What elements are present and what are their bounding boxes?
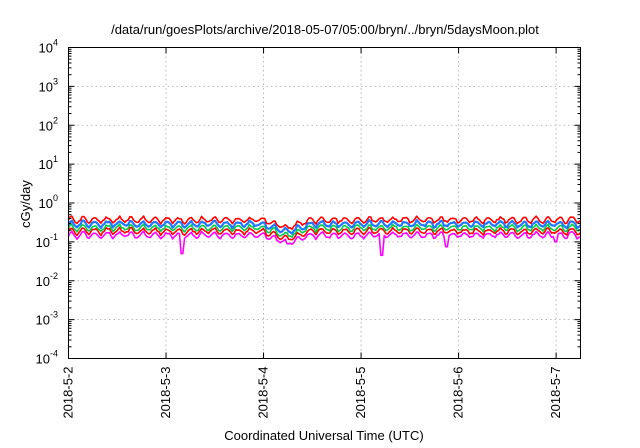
y-tick-label: 102 bbox=[39, 115, 58, 133]
y-ticks: 10-4 10-3 10-2 10-1 100 101 102 103 104 bbox=[36, 38, 581, 367]
y-tick-label: 101 bbox=[39, 154, 58, 172]
x-ticks: 2018-5-2 2018-5-3 2018-5-4 2018-5-5 2018-5-6… bbox=[61, 47, 563, 419]
series-group bbox=[67, 215, 582, 257]
x-tick-label: 2018-5-7 bbox=[548, 367, 563, 419]
x-tick-label: 2018-5-3 bbox=[158, 367, 173, 419]
series-line-4 bbox=[67, 215, 582, 231]
series-line-1 bbox=[67, 226, 582, 241]
y-tick-label: 103 bbox=[39, 76, 58, 94]
y-tick-label: 10-1 bbox=[36, 232, 58, 250]
x-axis-label: Coordinated Universal Time (UTC) bbox=[224, 428, 423, 443]
x-tick-label: 2018-5-2 bbox=[61, 367, 76, 419]
y-tick-label: 10-3 bbox=[36, 310, 58, 328]
x-tick-label: 2018-5-6 bbox=[451, 367, 466, 419]
grid bbox=[68, 47, 581, 359]
y-tick-label: 100 bbox=[39, 193, 58, 211]
x-tick-label: 2018-5-4 bbox=[256, 367, 271, 419]
series-line-3 bbox=[67, 219, 582, 235]
y-tick-label: 10-4 bbox=[36, 349, 58, 367]
series-line-0 bbox=[67, 230, 581, 257]
chart-title: /data/run/goesPlots/archive/2018-05-07/0… bbox=[111, 22, 539, 37]
x-tick-label: 2018-5-5 bbox=[353, 367, 368, 419]
y-tick-label: 104 bbox=[39, 38, 58, 56]
series-line-2 bbox=[67, 223, 581, 238]
y-tick-label: 10-2 bbox=[36, 271, 58, 289]
y-axis-label: cGy/day bbox=[18, 180, 33, 228]
